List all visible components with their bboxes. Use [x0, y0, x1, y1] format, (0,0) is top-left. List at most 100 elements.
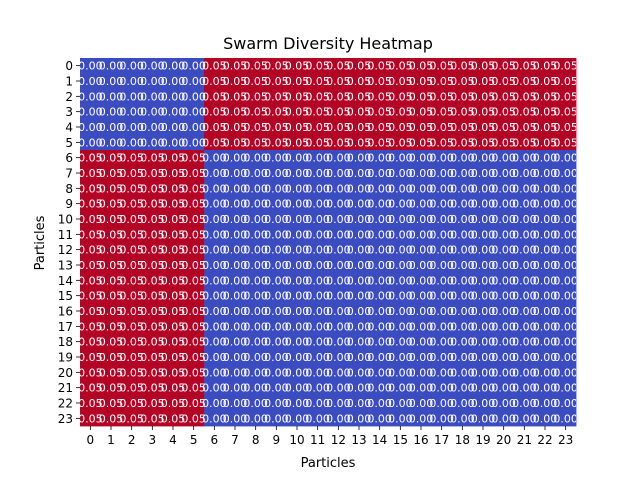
heatmap-cell — [514, 380, 536, 396]
heatmap-cell — [162, 150, 184, 166]
heatmap-cell — [390, 242, 412, 258]
cell-value-label: 0.00 — [264, 259, 289, 272]
heatmap-cell — [514, 364, 536, 381]
heatmap-cell — [142, 165, 164, 182]
x-tick-label: 13 — [351, 433, 366, 447]
heatmap-cell — [162, 242, 184, 258]
cell-value-label: 0.05 — [119, 382, 144, 395]
cell-value-label: 0.05 — [78, 228, 103, 241]
cell-value-label: 0.00 — [305, 274, 330, 287]
heatmap-cell — [431, 73, 453, 90]
heatmap-cell — [452, 242, 474, 258]
heatmap-cell — [348, 165, 370, 182]
heatmap-cell — [121, 318, 143, 335]
cell-value-label: 0.05 — [326, 90, 351, 103]
heatmap-cell — [204, 349, 226, 366]
heatmap-cell — [286, 226, 308, 243]
heatmap-cell — [369, 165, 391, 182]
cell-value-label: 0.00 — [429, 351, 454, 364]
heatmap-cell — [472, 257, 494, 274]
cell-value-label: 0.00 — [202, 382, 227, 395]
cell-value-label: 0.05 — [491, 136, 516, 149]
cell-value-label: 0.00 — [326, 198, 351, 211]
heatmap-cell — [555, 150, 577, 166]
heatmap-cell — [534, 303, 556, 320]
cell-value-label: 0.00 — [326, 290, 351, 303]
cell-value-label: 0.00 — [553, 412, 578, 425]
heatmap-cell — [307, 88, 329, 105]
heatmap-cell — [183, 303, 205, 320]
heatmap-cell — [121, 119, 143, 136]
heatmap-cell — [431, 380, 453, 396]
heatmap-cell — [100, 242, 122, 258]
heatmap-cell — [328, 380, 350, 396]
heatmap-cell — [410, 272, 432, 289]
heatmap-cell — [121, 150, 143, 166]
heatmap-cell — [204, 134, 226, 151]
cell-value-label: 0.00 — [450, 182, 475, 195]
heatmap-cell — [142, 58, 164, 74]
heatmap-cell — [204, 364, 226, 381]
cell-value-label: 0.00 — [78, 136, 103, 149]
heatmap-cell — [534, 165, 556, 182]
cell-value-label: 0.05 — [223, 106, 248, 119]
heatmap-cell — [369, 334, 391, 350]
cell-value-label: 0.05 — [78, 351, 103, 364]
cell-value-label: 0.05 — [388, 106, 413, 119]
cell-value-label: 0.00 — [471, 336, 496, 349]
heatmap-cell — [452, 395, 474, 412]
cell-value-label: 0.00 — [326, 182, 351, 195]
heatmap-cell — [390, 58, 412, 74]
cell-value-label: 0.00 — [388, 290, 413, 303]
cell-value-label: 0.00 — [181, 121, 206, 134]
heatmap-cell — [555, 165, 577, 182]
cell-value-label: 0.05 — [264, 136, 289, 149]
cell-value-label: 0.00 — [533, 167, 558, 180]
cell-value-label: 0.00 — [202, 336, 227, 349]
cell-value-label: 0.00 — [409, 182, 434, 195]
heatmap-cell — [100, 318, 122, 335]
heatmap-cell — [245, 257, 267, 274]
heatmap-cell — [100, 349, 122, 366]
cell-value-label: 0.00 — [388, 213, 413, 226]
heatmap-cell — [204, 119, 226, 136]
cell-value-label: 0.00 — [326, 366, 351, 379]
cell-value-label: 0.00 — [202, 320, 227, 333]
cell-value-label: 0.00 — [491, 152, 516, 165]
cell-value-label: 0.00 — [388, 152, 413, 165]
heatmap-cell — [369, 119, 391, 136]
heatmap-cell — [555, 196, 577, 212]
heatmap-cell — [80, 349, 102, 366]
heatmap-cell — [80, 303, 102, 320]
heatmap-cell — [142, 272, 164, 289]
cell-value-label: 0.00 — [223, 152, 248, 165]
heatmap-cell — [431, 226, 453, 243]
heatmap-cell — [80, 165, 102, 182]
cell-value-label: 0.00 — [285, 290, 310, 303]
cell-value-label: 0.05 — [78, 198, 103, 211]
heatmap-cell — [183, 410, 205, 427]
cell-value-label: 0.00 — [161, 121, 186, 134]
heatmap-cell — [80, 88, 102, 105]
cell-value-label: 0.05 — [140, 290, 165, 303]
cell-value-label: 0.00 — [264, 213, 289, 226]
heatmap-cell — [224, 288, 246, 304]
heatmap-cell — [410, 119, 432, 136]
heatmap-cell — [204, 58, 226, 74]
heatmap-cell — [472, 226, 494, 243]
heatmap-cell — [472, 73, 494, 90]
heatmap-cell — [555, 364, 577, 381]
heatmap-cell — [266, 318, 288, 335]
cell-value-label: 0.05 — [491, 106, 516, 119]
heatmap-cell — [266, 58, 288, 74]
heatmap-cell — [183, 58, 205, 74]
cell-value-label: 0.05 — [119, 244, 144, 257]
cell-value-label: 0.00 — [264, 198, 289, 211]
cell-value-label: 0.00 — [429, 182, 454, 195]
cell-value-label: 0.00 — [409, 351, 434, 364]
cell-value-label: 0.00 — [223, 198, 248, 211]
heatmap-cell — [390, 257, 412, 274]
heatmap-cell — [472, 134, 494, 151]
x-tick-label: 2 — [128, 433, 136, 447]
